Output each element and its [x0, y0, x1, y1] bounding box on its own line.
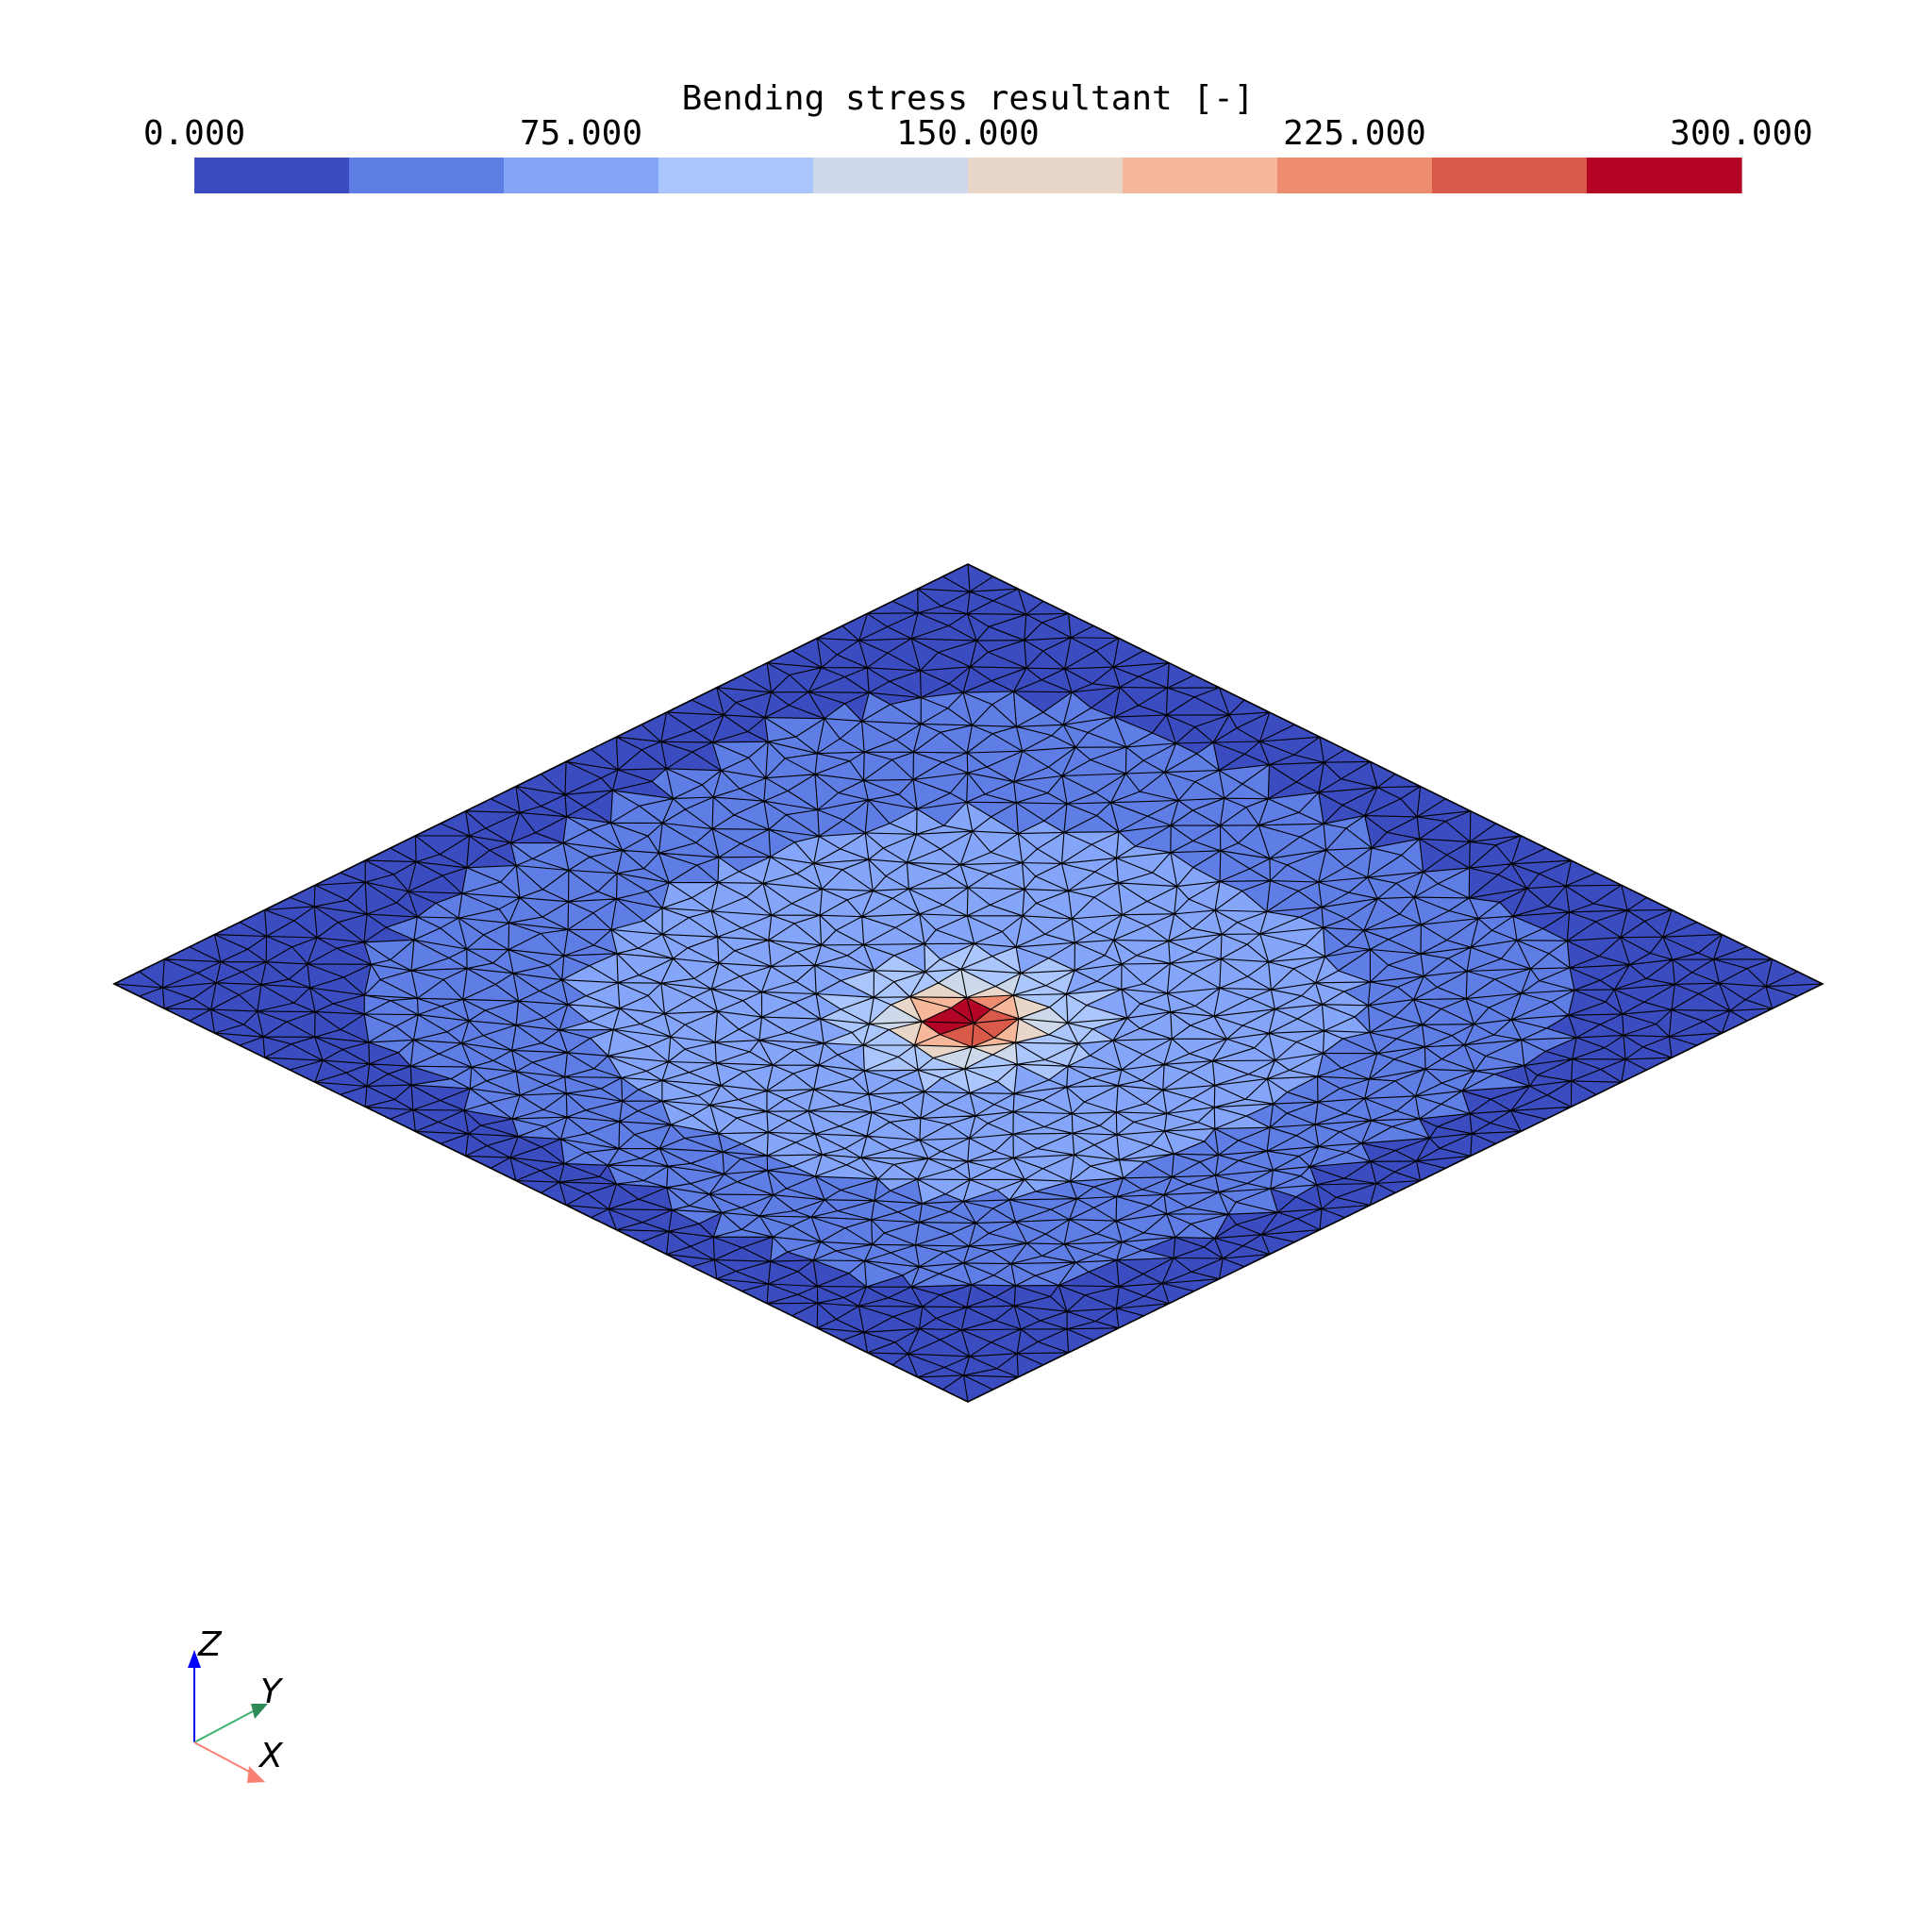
plate-contour-plot[interactable]	[112, 563, 1824, 1403]
y-axis-label: Y	[260, 1673, 284, 1711]
colorbar-band	[349, 158, 505, 193]
colorbar-band	[504, 158, 659, 193]
colorbar-band	[1123, 158, 1278, 193]
colorbar-bands	[194, 158, 1742, 193]
colorbar-tick-3: 225.000	[1283, 114, 1426, 153]
colorbar-band	[1277, 158, 1433, 193]
colorbar-band	[658, 158, 814, 193]
colorbar-band	[194, 158, 350, 193]
colorbar-tick-1: 75.000	[520, 114, 642, 153]
colorbar: Bending stress resultant [-] 0.000 75.00…	[143, 79, 1813, 193]
colorbar-band	[1432, 158, 1588, 193]
colorbar-tick-0: 0.000	[143, 114, 245, 153]
x-axis-line	[193, 1741, 254, 1774]
colorbar-band	[813, 158, 969, 193]
axes-triad: Z Y X	[188, 1625, 284, 1783]
z-axis-label: Z	[197, 1625, 223, 1664]
colorbar-band	[968, 158, 1124, 193]
colorbar-title: Bending stress resultant [-]	[682, 79, 1255, 118]
y-axis-line	[193, 1708, 258, 1743]
x-axis-label: X	[258, 1737, 284, 1775]
colorbar-band	[1587, 158, 1742, 193]
colorbar-tick-4: 300.000	[1670, 114, 1813, 153]
colorbar-tick-2: 150.000	[896, 114, 1040, 153]
